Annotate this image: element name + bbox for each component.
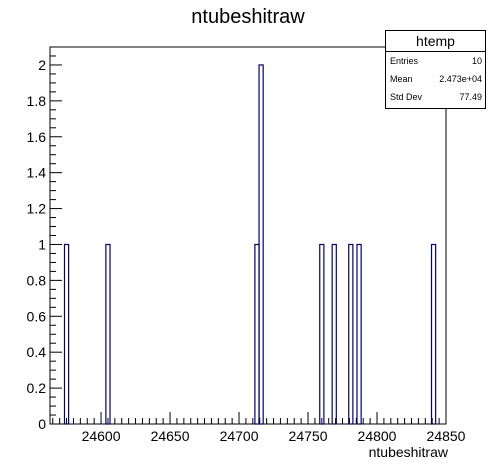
y-tick-label: 0.2	[27, 380, 47, 396]
x-tick-label: 24750	[289, 428, 328, 444]
histogram-bar	[319, 243, 325, 425]
histogram-bar	[105, 243, 111, 425]
stats-box: htemp Entries 10 Mean 2.473e+04 Std Dev …	[385, 30, 486, 109]
stats-box-title: htemp	[386, 31, 485, 52]
y-tick-label: 2	[38, 57, 46, 73]
stats-label: Std Dev	[390, 92, 423, 102]
histogram-bar	[254, 243, 260, 425]
y-tick-label: 1.4	[27, 165, 47, 181]
stats-row-entries: Entries 10	[386, 52, 485, 70]
stats-label: Mean	[390, 74, 413, 84]
stats-value: 10	[471, 56, 482, 66]
stats-row-mean: Mean 2.473e+04	[386, 70, 485, 88]
y-tick-label: 1.6	[27, 129, 47, 145]
x-tick-label: 24800	[358, 428, 397, 444]
histogram-bar	[258, 64, 264, 425]
stats-value: 2.473e+04	[439, 74, 482, 84]
y-tick-label: 1.8	[27, 93, 47, 109]
histogram-bar	[356, 243, 362, 425]
y-tick-label: 0.4	[27, 344, 47, 360]
x-tick-label: 24700	[220, 428, 259, 444]
x-tick-label: 24600	[82, 428, 121, 444]
x-tick-label: 24650	[151, 428, 190, 444]
stats-label: Entries	[390, 56, 419, 66]
histogram-bar	[348, 243, 354, 425]
histogram-bar	[430, 243, 437, 425]
y-tick-label: 0	[38, 416, 46, 432]
y-tick-label: 0.8	[27, 272, 47, 288]
y-tick-label: 1	[38, 236, 46, 252]
y-tick-label: 0.6	[27, 308, 47, 324]
stats-value: 77.49	[459, 92, 482, 102]
histogram-bar	[331, 243, 337, 425]
chart-title: ntubeshitraw	[191, 6, 305, 28]
histogram-bar	[63, 243, 70, 425]
x-tick-label: 24850	[427, 428, 466, 444]
x-axis-label: ntubeshitraw	[368, 444, 448, 460]
y-tick-label: 1.2	[27, 201, 47, 217]
stats-row-stddev: Std Dev 77.49	[386, 88, 485, 106]
